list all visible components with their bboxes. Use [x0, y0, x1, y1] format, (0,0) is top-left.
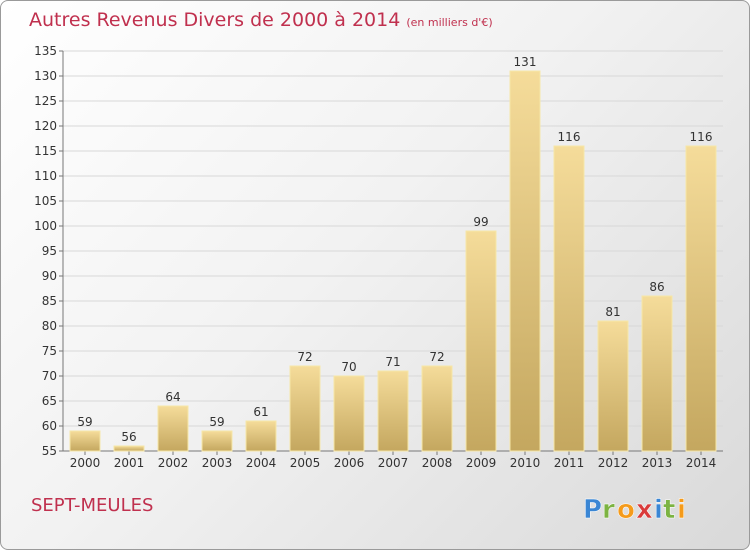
bar-2008: [421, 365, 453, 452]
y-tick-label: 60: [42, 419, 57, 433]
chart-title-unit: (en milliers d'€): [406, 16, 493, 29]
data-label: 71: [385, 355, 400, 369]
data-label: 131: [514, 55, 537, 69]
bar-2005: [289, 365, 321, 452]
y-tick-label: 85: [42, 294, 57, 308]
y-tick-label: 80: [42, 319, 57, 333]
bar-2013: [641, 295, 673, 452]
x-tick-label: 2009: [466, 456, 497, 470]
y-tick-label: 130: [34, 69, 57, 83]
bars: [69, 70, 717, 452]
bar-2002: [157, 405, 189, 452]
chart-title-main: Autres Revenus Divers de 2000 à 2014: [29, 9, 401, 31]
svg-text:t: t: [663, 495, 675, 525]
data-label: 81: [605, 305, 620, 319]
y-tick-label: 90: [42, 269, 57, 283]
bar-2009: [465, 230, 497, 452]
bar-chart: 55 60 65 70 75 80 85 90 95 100 105 110 115 120 125 130 1…: [34, 44, 723, 470]
y-tick-label: 120: [34, 119, 57, 133]
x-tick-label: 2001: [114, 456, 145, 470]
axes: 55 60 65 70 75 80 85 90 95 100 105 110 115 120 125 130 1…: [34, 44, 723, 470]
x-tick-label: 2004: [246, 456, 277, 470]
bar-2004: [245, 420, 277, 452]
data-labels: 59 56 64 59 61 72 70 71 72 99 131 116 81 86 116: [77, 55, 712, 444]
y-tick-label: 65: [42, 394, 57, 408]
data-label: 61: [253, 405, 268, 419]
data-label: 70: [341, 360, 356, 374]
data-label: 72: [297, 350, 312, 364]
data-label: 72: [429, 350, 444, 364]
x-tick-label: 2000: [70, 456, 101, 470]
x-tick-label: 2006: [334, 456, 365, 470]
x-tick-label: 2012: [598, 456, 629, 470]
x-tick-label: 2010: [510, 456, 541, 470]
x-tick-label: 2013: [642, 456, 673, 470]
y-tick-label: 110: [34, 169, 57, 183]
data-label: 116: [558, 130, 581, 144]
svg-text:P: P: [583, 495, 602, 525]
bar-2000: [69, 430, 101, 452]
bar-2010: [509, 70, 541, 452]
x-tick-label: 2002: [158, 456, 189, 470]
data-label: 59: [209, 415, 224, 429]
bar-2003: [201, 430, 233, 452]
y-tick-label: 100: [34, 219, 57, 233]
data-label: 56: [121, 430, 136, 444]
y-tick-label: 55: [42, 444, 57, 458]
y-tick-label: 95: [42, 244, 57, 258]
data-label: 116: [690, 130, 713, 144]
bar-2006: [333, 375, 365, 452]
svg-text:x: x: [636, 495, 653, 525]
y-tick-label: 125: [34, 94, 57, 108]
data-label: 86: [649, 280, 664, 294]
y-tick-label: 115: [34, 144, 57, 158]
data-label: 59: [77, 415, 92, 429]
x-tick-label: 2005: [290, 456, 321, 470]
data-label: 64: [165, 390, 180, 404]
data-label: 99: [473, 215, 488, 229]
proxiti-logo: P r o x i t i: [583, 495, 686, 526]
x-tick-label: 2008: [422, 456, 453, 470]
place-name: SEPT-MEULES: [31, 495, 154, 516]
svg-text:r: r: [602, 495, 615, 525]
x-tick-label: 2014: [686, 456, 717, 470]
bar-2001: [113, 445, 145, 452]
y-tick-label: 105: [34, 194, 57, 208]
x-tick-label: 2003: [202, 456, 233, 470]
bar-2014: [685, 145, 717, 452]
y-tick-label: 75: [42, 344, 57, 358]
y-tick-label: 135: [34, 44, 57, 58]
svg-text:i: i: [654, 495, 663, 525]
x-tick-label: 2011: [554, 456, 585, 470]
bar-2007: [377, 370, 409, 452]
y-tick-label: 70: [42, 369, 57, 383]
svg-text:i: i: [677, 495, 686, 525]
bar-2011: [553, 145, 585, 452]
svg-text:o: o: [617, 495, 635, 525]
x-tick-label: 2007: [378, 456, 409, 470]
chart-title: Autres Revenus Divers de 2000 à 2014 (en …: [29, 9, 493, 31]
bar-2012: [597, 320, 629, 452]
